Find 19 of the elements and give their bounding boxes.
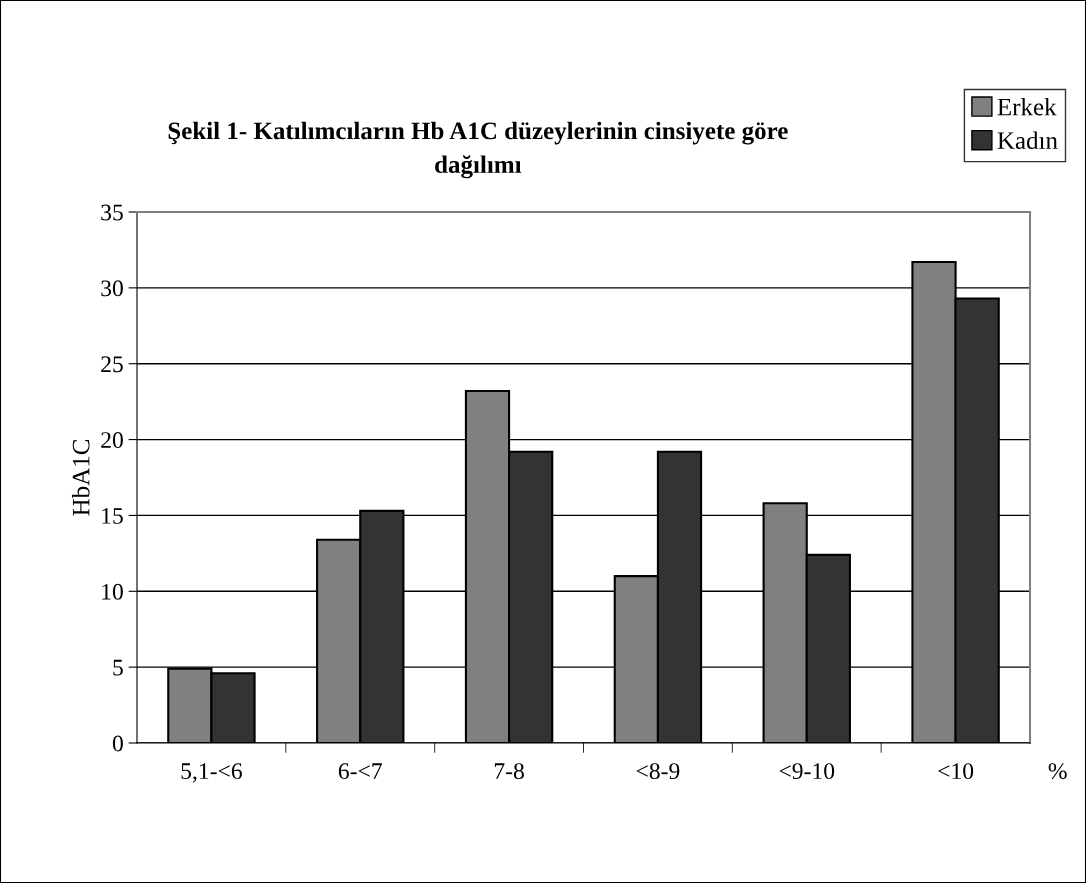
legend-label: Kadın [997,131,1058,150]
x-tick-label: <10 [938,763,974,780]
y-tick-label: 30 [101,280,123,297]
y-tick-label: 20 [101,432,123,448]
y-axis-title: HbA1C [71,439,90,516]
chart-title: Şekil 1- Katılımcıların Hb A1C düzeylerinin cinsiyete göre dağılımı [168,121,788,179]
y-tick-label: 10 [102,583,123,600]
legend-label: Erkek [997,97,1057,116]
y-tick-label: 15 [102,508,123,524]
x-tick-label: 6-<7 [338,763,382,780]
x-axis-title: % [1048,763,1067,780]
y-tick-label: 5 [113,659,123,676]
x-tick-label: 5,1-<6 [181,763,242,783]
x-tick-label: <9-10 [779,763,835,780]
y-tick-label: 25 [101,356,123,373]
x-tick-label: 7-8 [494,763,524,780]
x-tick-label: <8-9 [636,763,680,780]
y-tick-label: 0 [112,735,123,752]
y-tick-label: 35 [101,204,123,221]
